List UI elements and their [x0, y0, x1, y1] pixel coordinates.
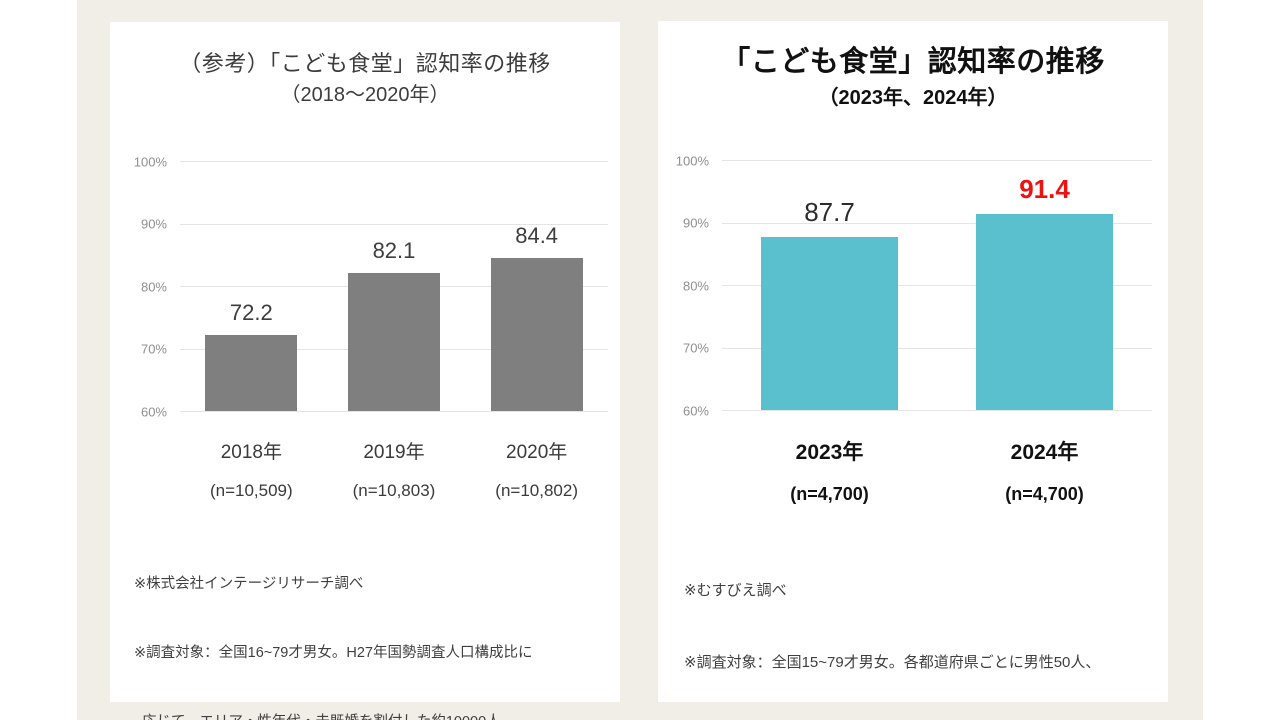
year-label-2020: 2020年 [506, 442, 568, 463]
main-chart-card: 「こども食堂」認知率の推移 （2023年、2024年） 100% 90% 80%… [658, 21, 1168, 702]
bar-value-2019: 82.1 [372, 238, 416, 263]
main-chart-xaxis: 2023年 (n=4,700) 2024年 (n=4,700) [722, 436, 1152, 505]
main-chart-bars: 87.7 91.4 [722, 160, 1152, 410]
footnote-line: 応じて、エリア・性年代・未既婚を割付した約10000人 [134, 711, 620, 720]
reference-chart-body: 100% 90% 80% 70% 60% 72.2 82.1 84.4 [134, 154, 608, 501]
bar-value-2024-highlighted: 91.4 [1019, 174, 1070, 204]
footnote-line: ※調査対象：全国15~79才男女。各都道府県ごとに男性50人、 [684, 654, 1101, 671]
ytick-90: 90% [140, 216, 167, 232]
gridline-60: 60% [141, 404, 608, 419]
year-label-2023: 2023年 [795, 441, 864, 464]
bar-value-2018: 72.2 [229, 300, 273, 325]
footnote-line: ※調査対象：全国16~79才男女。H27年国勢調査人口構成比に [134, 645, 533, 661]
bar-value-2023: 87.7 [804, 197, 855, 227]
n-label-2019: (n=10,803) [352, 481, 436, 500]
xlabel-2020: 2020年 (n=10,802) [468, 437, 606, 501]
bar-group-2018: 72.2 [182, 161, 320, 411]
bar-2019 [347, 273, 440, 411]
xlabel-2024: 2024年 (n=4,700) [945, 436, 1145, 505]
n-label-2023: (n=4,700) [790, 484, 869, 504]
gridline-100: 100% [676, 153, 1152, 168]
year-label-2024: 2024年 [1010, 441, 1079, 464]
bar-2024 [976, 214, 1113, 410]
reference-chart-bars: 72.2 82.1 84.4 [180, 161, 608, 411]
reference-chart-xaxis: 2018年 (n=10,509) 2019年 (n=10,803) 2020年 … [180, 437, 608, 501]
bar-group-2023: 87.7 [730, 160, 930, 410]
n-label-2020: (n=10,802) [495, 481, 578, 500]
n-label-2024: (n=4,700) [1005, 484, 1084, 504]
ytick-90: 90% [682, 215, 709, 231]
main-chart-body: 100% 90% 80% 70% 60% 87.7 91.4 [676, 153, 1152, 505]
year-label-2019: 2019年 [363, 442, 425, 463]
xlabel-2023: 2023年 (n=4,700) [730, 436, 930, 505]
ytick-70: 70% [140, 341, 167, 357]
ytick-60: 60% [682, 403, 709, 418]
gridline-70: 70% [683, 341, 1152, 356]
year-label-2018: 2018年 [220, 442, 282, 463]
bar-group-2024: 91.4 [945, 160, 1145, 410]
bar-group-2019: 82.1 [325, 161, 463, 411]
reference-chart-card: （参考）「こども食堂」認知率の推移 （2018～2020年） 100% 90% … [110, 22, 620, 720]
ytick-100: 100% [133, 154, 167, 169]
main-chart-title: 「こども食堂」認知率の推移 [721, 46, 1105, 78]
main-chart-plot: 100% 90% 80% 70% 60% 87.7 91.4 [676, 153, 1152, 418]
main-chart-title-block: 「こども食堂」認知率の推移 （2023年、2024年） [658, 41, 1168, 113]
main-chart-footnotes: ※むすびえ調べ ※調査対象：全国15~79才男女。各都道府県ごとに男性50人、 … [684, 531, 1168, 720]
bar-2020 [490, 258, 583, 411]
gridline-100: 100% [134, 154, 608, 169]
xlabel-2019: 2019年 (n=10,803) [325, 437, 463, 501]
bar-group-2020: 84.4 [468, 161, 606, 411]
main-chart-subtitle: （2023年、2024年） [818, 87, 1008, 109]
gridline-90: 90% [683, 216, 1152, 231]
reference-chart-subtitle: （2018～2020年） [280, 84, 450, 106]
ytick-80: 80% [682, 278, 709, 293]
reference-chart-title: （参考）「こども食堂」認知率の推移 [179, 51, 551, 76]
footnote-line: ※むすびえ調べ [684, 582, 787, 599]
bar-value-2020: 84.4 [515, 223, 559, 248]
reference-chart-plot: 100% 90% 80% 70% 60% 72.2 82.1 84.4 [134, 154, 608, 419]
ytick-80: 80% [140, 279, 167, 294]
ytick-100: 100% [675, 153, 709, 168]
xlabel-2018: 2018年 (n=10,509) [182, 437, 320, 501]
bar-2018 [205, 335, 298, 411]
ytick-70: 70% [682, 340, 709, 356]
gridline-80: 80% [683, 278, 1152, 293]
n-label-2018: (n=10,509) [209, 481, 293, 500]
reference-chart-title-block: （参考）「こども食堂」認知率の推移 （2018～2020年） [110, 48, 620, 110]
gridline-90: 90% [141, 217, 608, 232]
bar-2023 [761, 237, 898, 410]
ytick-60: 60% [140, 404, 167, 419]
gridline-60: 60% [683, 403, 1152, 418]
reference-chart-footnotes: ※株式会社インテージリサーチ調べ ※調査対象：全国16~79才男女。H27年国勢… [134, 527, 620, 720]
footnote-line: ※株式会社インテージリサーチ調べ [134, 576, 364, 592]
